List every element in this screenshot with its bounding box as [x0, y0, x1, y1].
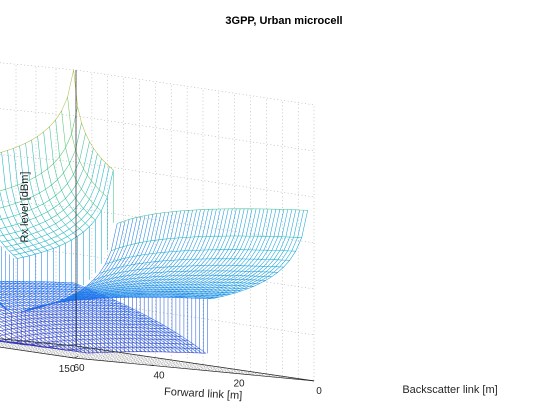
z-axis-label: Rx level [dBm] [19, 172, 31, 243]
surface-line-backscatter [74, 70, 114, 170]
grid-line-z [0, 47, 314, 105]
surface-line-forward [0, 70, 74, 158]
grid-line-x [0, 91, 219, 367]
surface-mesh [0, 70, 308, 354]
x-axis-label: Forward link [m] [164, 386, 243, 402]
grid-line-x [42, 100, 282, 376]
surface-line-forward [0, 107, 78, 196]
x-tick-mark [74, 356, 78, 358]
surface-line-forward [0, 293, 23, 344]
surface-line-backscatter [38, 136, 78, 236]
y-tick-mark [70, 357, 74, 358]
surface-line-backscatter [0, 158, 17, 258]
grid-line-z [0, 93, 314, 151]
grid-line-y [0, 60, 214, 371]
y-axis-label: Backscatter link [m] [402, 384, 497, 396]
y-tick-label: 20 [233, 378, 245, 389]
y-tick-label: 40 [153, 371, 165, 382]
chart-title: 3GPP, Urban microcell [225, 15, 342, 27]
surface-line-backscatter [68, 97, 108, 197]
grid-line-x [74, 105, 314, 381]
surface-line-backscatter [117, 209, 308, 224]
y-tick-label: 60 [73, 363, 85, 374]
grid-line-x [58, 103, 298, 379]
y-tick-label: 0 [316, 386, 322, 397]
